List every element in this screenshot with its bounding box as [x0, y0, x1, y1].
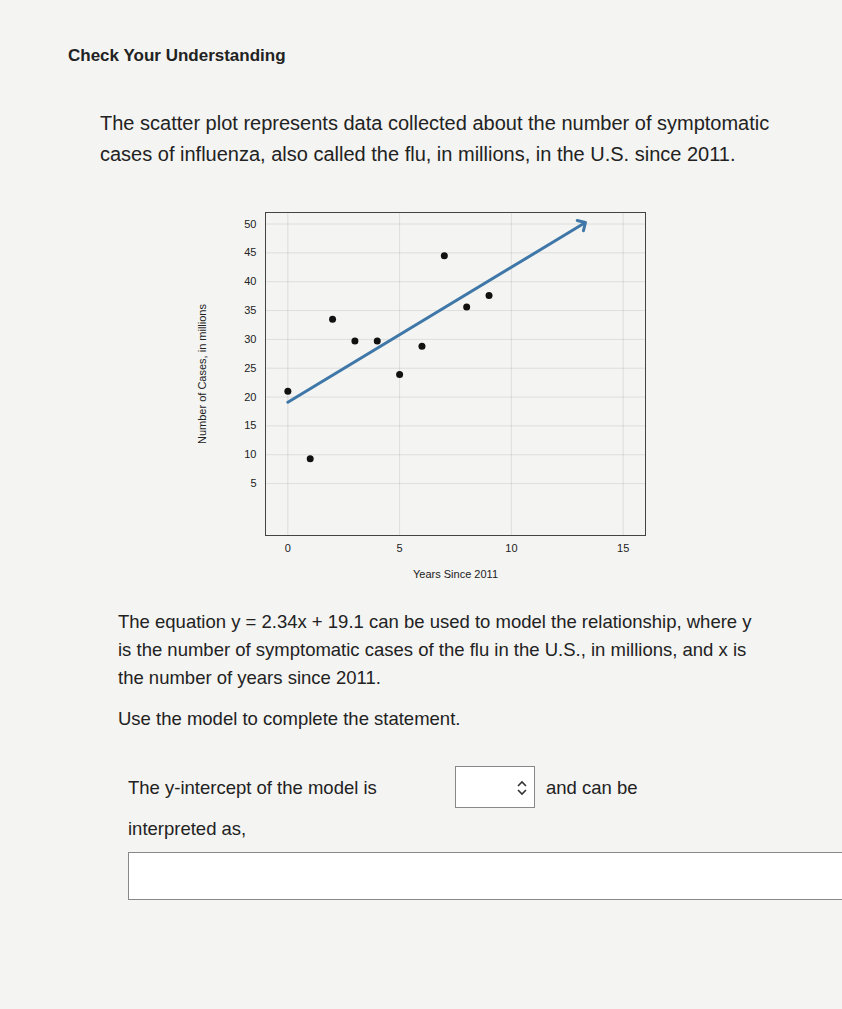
svg-text:0: 0	[285, 542, 291, 554]
svg-text:40: 40	[244, 275, 256, 287]
svg-text:25: 25	[244, 362, 256, 374]
html-text:The scatter plot represents da: The scatter plot represents data collect…	[100, 112, 770, 165]
svg-text:15: 15	[617, 542, 629, 554]
svg-text:10: 10	[244, 448, 256, 460]
svg-text:35: 35	[244, 304, 256, 316]
svg-text:10: 10	[505, 542, 517, 554]
svg-text:30: 30	[244, 333, 256, 345]
svg-text:15: 15	[244, 419, 256, 431]
html-text:The y-intercept of the model i: The y-intercept of the model is	[128, 777, 377, 798]
svg-text:Years Since 2011: Years Since 2011	[413, 568, 498, 580]
html-text:and can be: and can be	[546, 777, 638, 798]
html-text:Use the model to complete the: Use the model to complete the statement.	[118, 708, 461, 729]
html-text:Check Your Understanding: Check Your Understanding	[68, 46, 286, 65]
svg-text:50: 50	[244, 218, 256, 230]
html-text:The equation y = 2.34x + 19.1: The equation y = 2.34x + 19.1 can be use…	[118, 611, 752, 688]
svg-text:5: 5	[397, 542, 403, 554]
svg-text:20: 20	[244, 391, 256, 403]
svg-text:5: 5	[250, 477, 256, 489]
html-text:interpreted as,: interpreted as,	[128, 818, 247, 839]
svg-text:45: 45	[244, 246, 256, 258]
svg-text:Number of Cases, in millions: Number of Cases, in millions	[196, 304, 208, 444]
